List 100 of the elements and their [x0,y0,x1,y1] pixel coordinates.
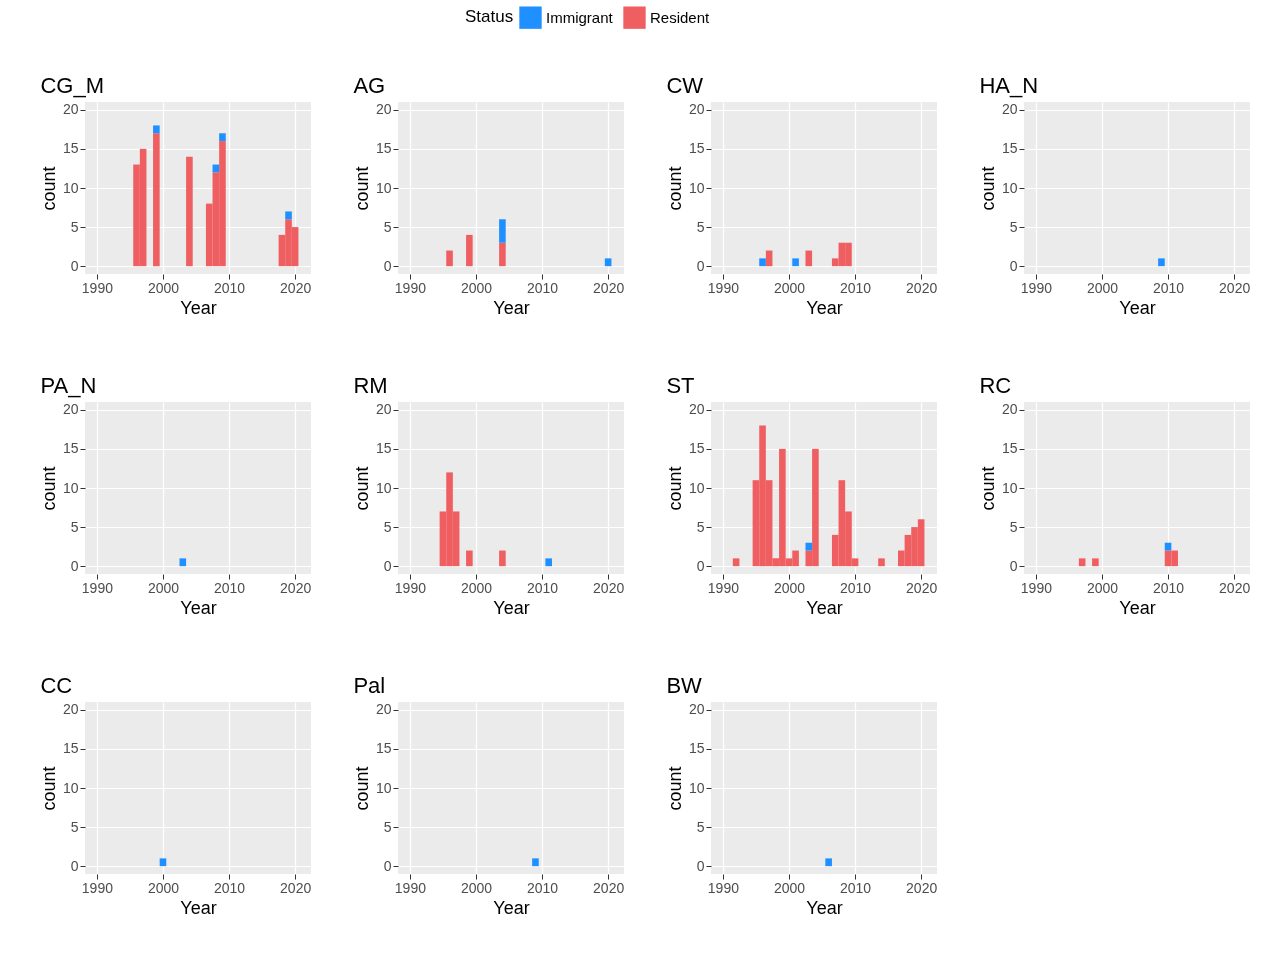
y-tick-label: 5 [1009,218,1018,235]
bar [446,250,453,267]
y-axis-title: count [664,466,685,511]
x-tick-label: 2000 [460,279,493,296]
x-axis-title: Year [493,597,530,618]
x-tick-label: 2020 [280,879,312,896]
chart-title: ST [666,373,695,398]
x-tick-label: 2020 [906,879,938,896]
y-tick-label: 0 [1009,557,1018,574]
y-tick-label: 5 [696,218,705,235]
x-tick-label: 1990 [1020,579,1053,596]
y-axis-title: count [664,766,685,811]
y-tick-label: 20 [375,401,392,418]
chart-title: PA_N [40,373,97,398]
bar [878,558,885,567]
y-tick-label: 15 [375,740,392,757]
y-tick-label: 5 [696,818,705,835]
y-tick-label: 0 [383,857,392,874]
x-axis-title: Year [493,897,530,918]
x-tick-label: 2020 [593,879,625,896]
bar [153,133,160,267]
x-tick-label: 2010 [213,879,246,896]
y-tick-label: 5 [70,518,79,535]
x-tick-label: 1990 [707,279,740,296]
legend-label: Resident [650,8,711,26]
y-tick-label: 20 [375,101,392,118]
y-tick-label: 10 [62,479,79,496]
x-tick-label: 2000 [460,879,493,896]
x-tick-label: 2010 [526,279,559,296]
bar [604,258,612,267]
y-tick-label: 10 [688,479,705,496]
y-tick-label: 20 [1001,401,1018,418]
y-tick-label: 15 [62,140,79,157]
bar [466,234,473,267]
x-tick-label: 2000 [147,879,180,896]
x-tick-label: 2020 [593,279,625,296]
chart-title: CG_M [40,73,104,98]
y-tick-label: 10 [1001,179,1018,196]
x-tick-label: 2000 [773,879,806,896]
y-tick-label: 15 [375,440,392,457]
y-tick-label: 5 [383,518,392,535]
y-tick-label: 15 [375,140,392,157]
x-tick-label: 2020 [906,579,938,596]
y-tick-label: 5 [383,218,392,235]
chart-title: Pal [353,673,386,698]
x-axis-title: Year [1119,297,1156,318]
y-tick-label: 5 [1009,518,1018,535]
bar [759,258,766,267]
x-tick-label: 1990 [707,579,740,596]
y-tick-label: 10 [62,179,79,196]
y-tick-label: 20 [62,101,79,118]
y-tick-label: 0 [70,557,79,574]
x-tick-label: 2000 [460,579,493,596]
x-axis-title: Year [806,297,843,318]
x-axis-title: Year [180,597,217,618]
y-tick-label: 5 [696,518,705,535]
x-tick-label: 2020 [280,279,312,296]
x-tick-label: 2010 [839,579,872,596]
bar [805,250,813,267]
bar [466,550,473,567]
x-tick-label: 2010 [213,579,246,596]
bar [732,558,740,567]
y-tick-label: 10 [62,779,79,796]
y-axis-title: count [351,766,372,811]
y-tick-label: 0 [383,557,392,574]
x-tick-label: 2010 [839,879,872,896]
y-tick-label: 0 [696,257,705,274]
y-tick-label: 0 [383,257,392,274]
x-tick-label: 2000 [1086,579,1119,596]
x-tick-label: 2000 [147,279,180,296]
x-tick-label: 2020 [906,279,938,296]
x-tick-label: 1990 [394,879,427,896]
bar [1078,558,1086,567]
y-tick-label: 15 [62,740,79,757]
x-tick-label: 1990 [394,579,427,596]
x-tick-label: 2020 [280,579,312,596]
bar [219,133,226,142]
y-tick-label: 20 [688,701,705,718]
x-tick-label: 1990 [1020,279,1053,296]
bar [499,242,506,267]
bar [499,219,506,243]
y-tick-label: 0 [1009,257,1018,274]
x-axis-title: Year [1119,597,1156,618]
y-axis-title: count [977,466,998,511]
y-tick-label: 20 [688,101,705,118]
y-tick-label: 15 [1001,140,1018,157]
y-tick-label: 10 [1001,479,1018,496]
x-tick-label: 2010 [526,879,559,896]
y-tick-label: 15 [688,440,705,457]
chart-title: CC [40,673,73,698]
legend-title: Status [465,7,514,26]
y-tick-label: 0 [70,257,79,274]
legend-label: Immigrant [546,8,614,26]
y-tick-label: 15 [1001,440,1018,457]
chart-title: RC [979,373,1012,398]
bar [285,211,292,220]
y-tick-label: 5 [70,818,79,835]
x-tick-label: 2010 [213,279,246,296]
x-axis-title: Year [493,297,530,318]
y-axis-title: count [351,466,372,511]
